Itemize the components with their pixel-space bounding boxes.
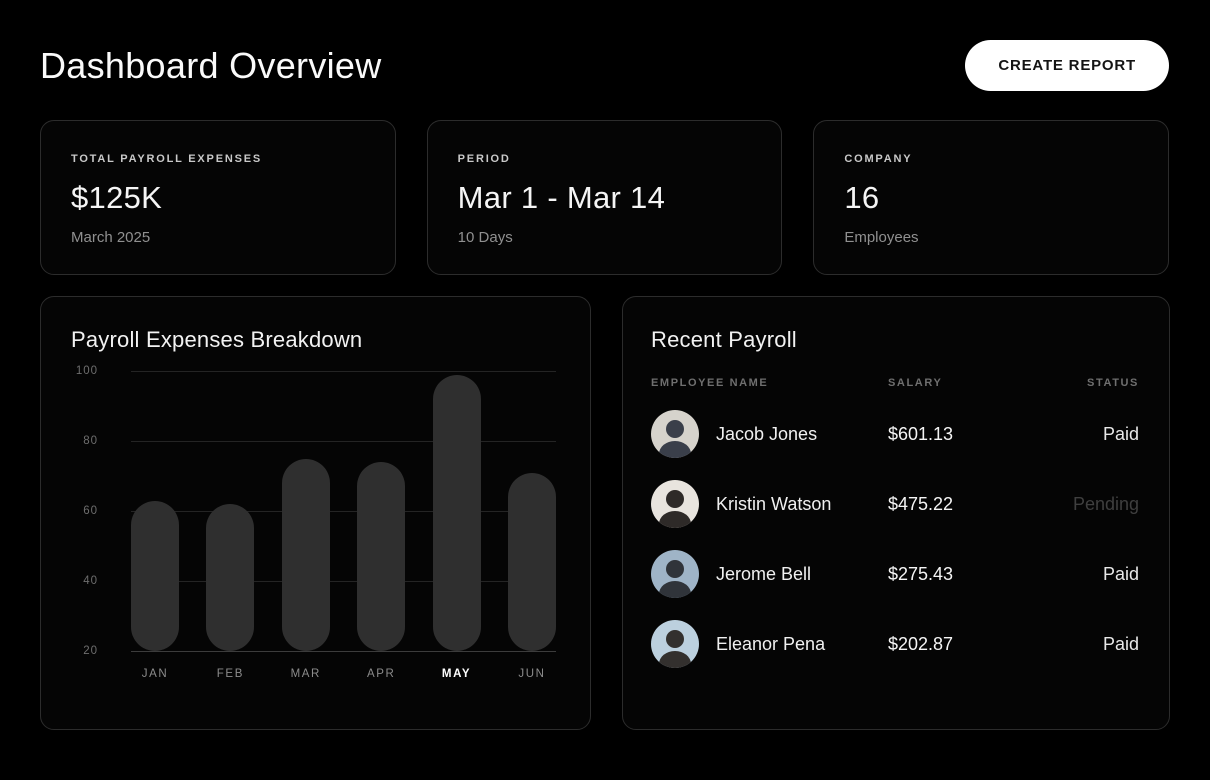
salary-value: $202.87	[888, 633, 954, 654]
employee-name: Jacob Jones	[716, 423, 818, 444]
table-row[interactable]: Jerome Bell $275.43 Paid	[651, 539, 1139, 609]
bar-may[interactable]	[432, 374, 481, 651]
table-row[interactable]: Eleanor Pena $202.87 Paid	[651, 609, 1139, 679]
stats-row: TOTAL PAYROLL EXPENSES $125K March 2025 …	[40, 120, 1170, 275]
gridline-80	[131, 441, 556, 442]
page-title: Dashboard Overview	[40, 44, 382, 86]
chart-x-axis-labels: JAN FEB MAR APR MAY JUN	[131, 668, 556, 680]
x-axis-label-may[interactable]: MAY	[441, 668, 472, 680]
employee-cell: Eleanor Pena	[651, 620, 888, 668]
employee-cell: Jerome Bell	[651, 550, 888, 598]
stat-card-company: COMPANY 16 Employees	[813, 120, 1170, 275]
status-badge: Pending	[1072, 493, 1139, 514]
status-badge: Paid	[1102, 633, 1139, 654]
salary-value: $601.13	[888, 423, 954, 444]
stat-subtext: March 2025	[71, 229, 151, 246]
x-axis-label-mar[interactable]: MAR	[290, 668, 321, 680]
stat-card-total-payroll: TOTAL PAYROLL EXPENSES $125K March 2025	[40, 120, 396, 275]
x-axis-label-apr[interactable]: APR	[366, 668, 396, 680]
salary-value: $275.43	[888, 563, 954, 584]
gridline-60	[131, 511, 556, 512]
main-content: Payroll Expenses Breakdown 100 80 60 40 20 J…	[40, 296, 1170, 730]
table-row[interactable]: Jacob Jones $601.13 Paid	[651, 399, 1139, 469]
x-axis-label-jun[interactable]: JUN	[518, 668, 546, 680]
y-axis-tick-40: 40	[83, 575, 98, 587]
bar-chart-plot: 100 80 60 40 20	[76, 365, 556, 657]
x-axis-label-feb[interactable]: FEB	[216, 668, 244, 680]
y-axis-tick-20: 20	[83, 645, 98, 657]
employee-name: Kristin Watson	[716, 493, 832, 514]
stat-label: TOTAL PAYROLL EXPENSES	[71, 153, 262, 165]
chart-title: Payroll Expenses Breakdown	[71, 327, 363, 352]
x-axis-label-jan[interactable]: JAN	[141, 668, 169, 680]
employee-cell: Jacob Jones	[651, 410, 888, 458]
column-header-status: STATUS	[1087, 377, 1139, 389]
table-row[interactable]: Kristin Watson $475.22 Pending	[651, 469, 1139, 539]
bar-feb[interactable]	[206, 504, 255, 651]
stat-subtext: 10 Days	[457, 229, 513, 246]
recent-payroll-card: Recent Payroll EMPLOYEE NAME SALARY STAT…	[622, 296, 1170, 730]
employee-name: Jerome Bell	[716, 563, 812, 584]
stat-label: COMPANY	[844, 153, 913, 165]
status-badge: Paid	[1102, 423, 1139, 444]
status-badge: Paid	[1102, 563, 1139, 584]
y-axis-tick-80: 80	[83, 435, 98, 447]
gridline-40	[131, 581, 556, 582]
salary-value: $475.22	[888, 493, 954, 514]
bar-series	[131, 371, 556, 651]
avatar	[651, 620, 699, 668]
y-axis-tick-60: 60	[83, 505, 98, 517]
gridline-100	[131, 371, 556, 372]
table-body: Jacob Jones $601.13 Paid Kristin Watson …	[651, 399, 1139, 679]
page-header: Dashboard Overview CREATE REPORT	[0, 0, 1210, 91]
y-axis-tick-100: 100	[75, 365, 98, 377]
bar-apr[interactable]	[357, 462, 406, 651]
employee-name: Eleanor Pena	[716, 633, 826, 654]
create-report-button[interactable]: CREATE REPORT	[965, 40, 1169, 91]
stat-label: PERIOD	[457, 153, 511, 165]
avatar	[651, 480, 699, 528]
avatar	[651, 550, 699, 598]
bar-jun[interactable]	[507, 472, 556, 651]
column-header-employee-name: EMPLOYEE NAME	[651, 377, 769, 389]
stat-subtext: Employees	[844, 229, 919, 246]
column-header-salary: SALARY	[888, 377, 943, 389]
stat-card-period: PERIOD Mar 1 - Mar 14 10 Days	[426, 120, 783, 275]
bar-jan[interactable]	[131, 500, 179, 651]
stat-value: 16	[844, 180, 880, 215]
avatar	[651, 410, 699, 458]
table-title: Recent Payroll	[651, 327, 797, 352]
stat-value: Mar 1 - Mar 14	[457, 180, 666, 215]
bar-mar[interactable]	[281, 458, 330, 651]
employee-cell: Kristin Watson	[651, 480, 888, 528]
stat-value: $125K	[71, 180, 163, 215]
table-header-row: EMPLOYEE NAME SALARY STATUS	[651, 377, 1139, 389]
gridline-20	[131, 651, 556, 652]
payroll-chart-card: Payroll Expenses Breakdown 100 80 60 40 20 J…	[40, 296, 591, 730]
